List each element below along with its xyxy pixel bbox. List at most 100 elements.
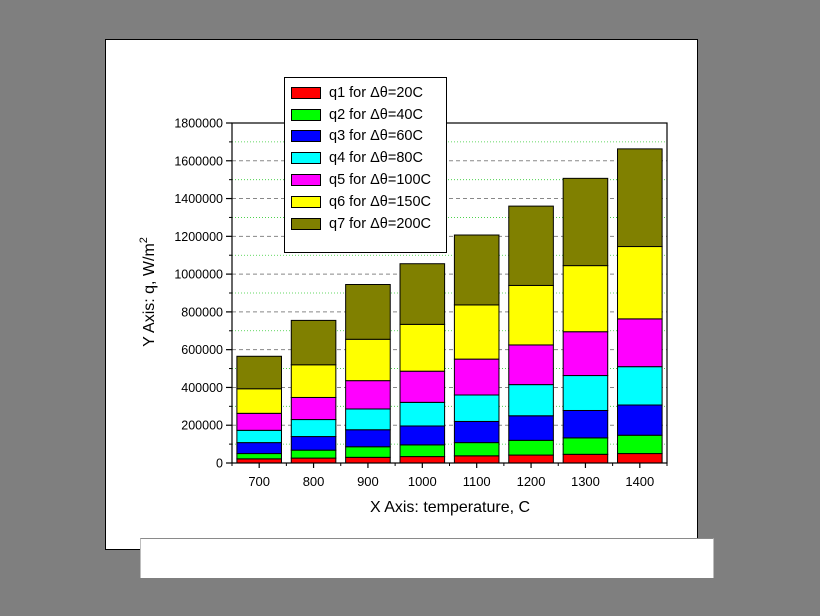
- bar-segment-q2-1300: [562, 437, 609, 455]
- bar-segment-q6-1200: [508, 284, 554, 346]
- y-tick-label: 400000: [181, 381, 223, 395]
- bar-segment-q6-1000: [399, 323, 446, 372]
- bar-segment-q4-1200: [508, 384, 554, 417]
- legend-swatch: [291, 108, 321, 121]
- bar-segment-q6-1100: [453, 304, 500, 360]
- bar-segment-q1-800: [290, 457, 337, 464]
- bar-segment-q5-700: [236, 412, 282, 431]
- bar-segment-q2-700: [236, 453, 282, 460]
- bar-segment-q2-1000: [399, 444, 446, 458]
- legend-label: q1 for Δθ=20C: [329, 84, 423, 101]
- x-tick-label: 700: [248, 474, 270, 489]
- legend-swatch: [291, 86, 321, 99]
- bar-segment-q1-1200: [508, 454, 554, 464]
- legend: q1 for Δθ=20C q2 for Δθ=40C q3 for Δθ=60C q…: [284, 77, 447, 253]
- x-tick-label: 1200: [517, 474, 546, 489]
- bar-segment-q1-1300: [562, 453, 609, 464]
- bar-segment-q2-1100: [453, 442, 500, 457]
- y-tick-label: 0: [216, 457, 223, 471]
- y-tick-label: 800000: [181, 305, 223, 319]
- bar-segment-q3-1200: [508, 415, 554, 441]
- bar-segment-q3-1300: [562, 409, 609, 439]
- bar-segment-q1-1100: [453, 455, 500, 464]
- bar-segment-q4-700: [236, 429, 282, 444]
- legend-item-q4: q4 for Δθ=80C: [291, 147, 440, 169]
- bar-segment-q7-1300: [562, 177, 609, 267]
- legend-swatch: [291, 152, 321, 165]
- legend-swatch: [291, 130, 321, 143]
- bar-segment-q5-1000: [399, 370, 446, 403]
- bar-segment-q3-900: [345, 429, 391, 448]
- bar-segment-q3-700: [236, 442, 282, 455]
- bar-segment-q6-700: [236, 388, 282, 414]
- legend-item-q1: q1 for Δθ=20C: [291, 82, 440, 104]
- tick-labels: 0 200000 400000 600000 800000 1000000 1200000 1…: [174, 117, 654, 490]
- bar-segment-q1-1000: [399, 456, 446, 464]
- bar-segment-q7-1200: [508, 205, 554, 286]
- bar-segment-q3-1400: [617, 404, 663, 436]
- bar-segment-q7-1000: [399, 263, 446, 325]
- bar-segment-q3-800: [290, 436, 337, 451]
- bar-segment-q1-700: [236, 458, 282, 464]
- x-tick-label: 1100: [463, 474, 491, 489]
- axes: [226, 122, 668, 468]
- y-tick-label: 1800000: [174, 117, 223, 131]
- bar-segment-q4-1300: [562, 375, 609, 411]
- legend-label: q2 for Δθ=40C: [329, 106, 423, 123]
- x-axis-title: X Axis: temperature, C: [370, 499, 530, 516]
- y-tick-label: 200000: [181, 419, 223, 433]
- legend-item-q7: q7 for Δθ=200C: [291, 213, 440, 235]
- x-tick-label: 1300: [571, 474, 600, 489]
- y-axis-title: Y Axis: q, W/m2: [138, 237, 158, 347]
- bar-segment-q1-1400: [617, 453, 663, 464]
- legend-item-q6: q6 for Δθ=150C: [291, 191, 440, 213]
- bar-segment-q4-800: [290, 419, 337, 438]
- legend-swatch: [291, 217, 321, 230]
- legend-label: q4 for Δθ=80C: [329, 150, 423, 167]
- bar-segment-q5-1100: [453, 358, 500, 396]
- bar-segment-q6-1400: [617, 246, 663, 320]
- x-tick-label: 800: [303, 474, 325, 489]
- bar-segment-q2-900: [345, 446, 391, 458]
- bar-segment-q2-800: [290, 449, 337, 459]
- caption-strip: [140, 538, 714, 578]
- y-tick-label: 1600000: [174, 154, 223, 168]
- figure-frame: 0 200000 400000 600000 800000 1000000 1200000 1…: [105, 39, 698, 550]
- legend-label: q6 for Δθ=150C: [329, 193, 431, 210]
- bar-segment-q4-1100: [453, 394, 500, 422]
- bar-segment-q3-1000: [399, 425, 446, 446]
- bar-segment-q5-900: [345, 380, 391, 410]
- legend-label: q5 for Δθ=100C: [329, 172, 431, 189]
- bar-segment-q6-900: [345, 338, 391, 382]
- bar-segment-q5-1400: [617, 318, 663, 368]
- bar-segment-q7-1400: [617, 148, 663, 248]
- bar-segment-q6-800: [290, 364, 337, 398]
- bar-segment-q6-1300: [562, 265, 609, 333]
- y-tick-label: 1400000: [174, 192, 223, 206]
- bar-segment-q7-1100: [453, 234, 500, 306]
- bar-segment-q3-1100: [453, 420, 500, 444]
- bar-segment-q5-1300: [562, 331, 609, 377]
- legend-item-q3: q3 for Δθ=60C: [291, 126, 440, 148]
- bar-segment-q4-1000: [399, 401, 446, 427]
- y-axis-title-superscript: 2: [138, 237, 150, 243]
- bar-segment-q5-1200: [508, 344, 554, 386]
- y-tick-label: 600000: [181, 343, 223, 357]
- legend-label: q3 for Δθ=60C: [329, 128, 423, 145]
- y-axis-title-main: Y Axis: q, W/m: [141, 243, 158, 347]
- bars: [236, 148, 663, 464]
- legend-swatch: [291, 174, 321, 187]
- bar-segment-q5-800: [290, 396, 337, 421]
- bar-segment-q4-900: [345, 408, 391, 431]
- bar-segment-q2-1400: [617, 434, 663, 455]
- bar-segment-q7-700: [236, 355, 282, 390]
- y-tick-label: 1000000: [174, 268, 223, 282]
- x-tick-label: 1400: [625, 474, 654, 489]
- x-tick-label: 900: [357, 474, 379, 489]
- bar-segment-q7-900: [345, 284, 391, 340]
- y-tick-label: 1200000: [174, 230, 223, 244]
- bar-segment-q4-1400: [617, 366, 663, 406]
- bar-segment-q2-1200: [508, 439, 554, 456]
- legend-swatch: [291, 195, 321, 208]
- bar-segment-q1-900: [345, 456, 391, 464]
